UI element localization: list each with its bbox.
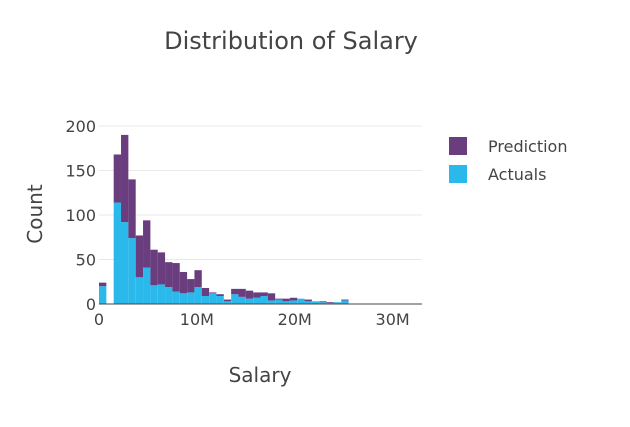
y-tick-label: 200 [65, 117, 96, 136]
bar-prediction [341, 299, 349, 301]
bar-prediction [238, 288, 246, 297]
bar-actuals [216, 295, 224, 304]
bar-actuals [121, 222, 129, 304]
bar-prediction [304, 299, 312, 302]
grid-layer [99, 125, 422, 260]
bar-prediction [143, 220, 151, 268]
y-axis-ticks: 0 50 100 150 200 [65, 117, 96, 314]
bar-actuals [172, 291, 180, 304]
x-tick-label: 30M [376, 310, 410, 329]
bar-actuals [99, 286, 107, 304]
bar-actuals [275, 299, 283, 304]
bar-prediction [157, 252, 166, 285]
bar-prediction [275, 298, 283, 300]
legend-label: Prediction [488, 137, 567, 156]
x-axis-ticks: 0 10M 20M 30M [94, 310, 410, 329]
legend-label: Actuals [488, 165, 546, 184]
bar-actuals [319, 302, 327, 304]
bar-actuals [150, 285, 158, 304]
bar-prediction [267, 293, 276, 301]
bar-prediction [135, 235, 144, 278]
bar-actuals [304, 301, 312, 304]
bar-prediction [231, 288, 239, 295]
chart-title: Distribution of Salary [164, 27, 418, 55]
legend-swatch [449, 165, 467, 183]
bar-actuals [311, 301, 320, 304]
legend-item-actuals[interactable]: Actuals [449, 165, 546, 184]
y-tick-label: 150 [65, 162, 96, 181]
bar-actuals [194, 287, 202, 304]
bar-prediction [319, 301, 327, 303]
bar-prediction [172, 263, 180, 292]
bar-prediction [209, 292, 217, 294]
bar-prediction [245, 290, 254, 299]
bar-actuals [333, 302, 342, 304]
legend-item-prediction[interactable]: Prediction [449, 137, 567, 156]
bar-actuals [289, 300, 298, 304]
y-tick-label: 100 [65, 206, 96, 225]
bar-actuals [253, 297, 261, 304]
bar-prediction [150, 249, 158, 286]
x-tick-label: 20M [278, 310, 312, 329]
bar-actuals [245, 298, 254, 304]
bar-prediction [201, 287, 210, 296]
bar-actuals [165, 287, 173, 304]
bar-actuals [297, 298, 305, 304]
x-axis-title: Salary [229, 363, 292, 387]
bar-actuals [267, 300, 276, 304]
bar-prediction [223, 299, 232, 302]
bar-actuals [282, 301, 290, 304]
legend-swatch [449, 137, 467, 155]
bar-prediction [260, 292, 268, 296]
bar-prediction [165, 262, 173, 288]
x-tick-label: 0 [94, 310, 104, 329]
bar-actuals [238, 296, 246, 304]
bar-prediction [282, 298, 290, 302]
y-tick-label: 0 [86, 295, 96, 314]
bar-prediction [121, 134, 129, 223]
bar-actuals [201, 295, 210, 304]
bar-actuals [179, 293, 188, 304]
bar-actuals [341, 300, 349, 304]
bar-prediction [128, 179, 136, 239]
bar-prediction [179, 271, 188, 294]
bar-actuals [187, 292, 195, 304]
bar-prediction [253, 292, 261, 298]
bar-prediction [326, 302, 334, 304]
bar-actuals [260, 295, 268, 304]
bar-prediction [194, 270, 202, 288]
y-tick-label: 50 [76, 251, 96, 270]
legend: Prediction Actuals [449, 137, 567, 184]
bar-actuals [157, 284, 166, 304]
bar-actuals [135, 277, 144, 304]
bar-actuals [231, 294, 239, 304]
bar-prediction [289, 297, 298, 301]
bar-prediction [187, 279, 195, 293]
bars-layer [99, 134, 422, 305]
bar-prediction [99, 282, 107, 287]
bar-actuals [128, 238, 136, 304]
x-tick-label: 10M [180, 310, 214, 329]
bar-actuals [223, 301, 232, 304]
bar-prediction [216, 294, 224, 296]
bar-actuals [143, 267, 151, 304]
bar-prediction [113, 154, 122, 203]
y-axis-title: Count [23, 184, 47, 244]
bar-actuals [113, 202, 122, 304]
bar-actuals [209, 293, 217, 304]
